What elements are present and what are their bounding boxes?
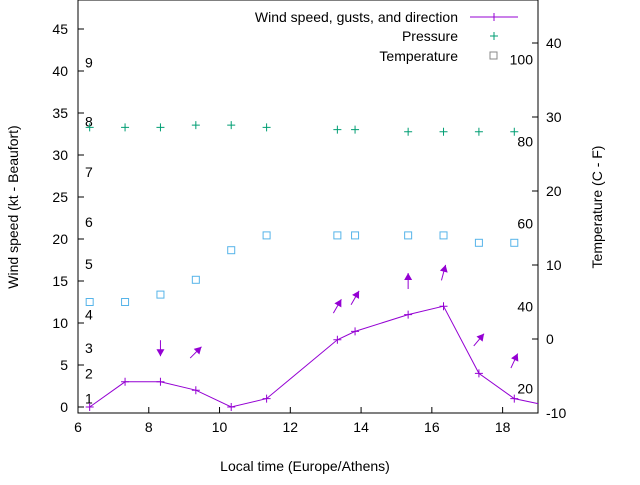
temperature-point (121, 298, 130, 306)
pressure-point (191, 121, 200, 130)
fahrenheit-label: 80 (517, 133, 533, 149)
legend-temperature-sample (489, 51, 498, 60)
x-tick-label: 18 (495, 419, 511, 435)
legend-pressure-sample (490, 32, 498, 40)
pressure-point (156, 123, 165, 132)
gust-arrow-head (476, 333, 485, 342)
y2-tick-label: 0 (546, 331, 554, 347)
fahrenheit-label: 60 (517, 216, 533, 232)
y-tick-label: 25 (52, 189, 68, 205)
pressure-point (439, 127, 448, 136)
pressure-point (474, 127, 483, 136)
gust-arrow-head (156, 349, 165, 357)
beaufort-label: 4 (85, 307, 93, 323)
gust-arrow-head (511, 353, 519, 362)
y-tick-label: 20 (52, 231, 68, 247)
beaufort-label: 9 (85, 55, 93, 71)
pressure-point (510, 127, 519, 136)
fahrenheit-label: 100 (510, 51, 534, 67)
temperature-point (262, 231, 271, 240)
y2-tick-label: 30 (546, 109, 562, 125)
y2-tick-label: -10 (546, 405, 566, 421)
legend-pressure: Pressure (402, 28, 458, 44)
wind-speed-point (191, 386, 200, 395)
temperature-point (85, 298, 94, 306)
wind-speed-point (351, 327, 360, 336)
pressure-point (333, 125, 342, 134)
beaufort-label: 6 (85, 214, 93, 230)
wind-speed-point (404, 310, 413, 319)
y2-tick-label: 10 (546, 257, 562, 273)
plot-frame (77, 0, 539, 414)
wind-speed-point (262, 394, 271, 403)
x-tick-label: 12 (283, 419, 299, 435)
temperature-point (156, 290, 165, 299)
wind-speed-point (439, 302, 448, 311)
gust-arrow-head (193, 346, 202, 355)
pressure-point (351, 125, 360, 134)
y-tick-label: 30 (52, 147, 68, 163)
fahrenheit-label: 40 (517, 298, 533, 314)
y2-axis-label: Temperature (C - F) (589, 146, 605, 269)
pressure-point (227, 121, 236, 130)
beaufort-label: 8 (85, 113, 93, 129)
legend-wind-point (490, 13, 498, 21)
x-tick-label: 16 (424, 419, 440, 435)
temperature-point (191, 275, 200, 284)
fahrenheit-label: 20 (517, 381, 533, 397)
temperature-point (351, 231, 360, 240)
wind-speed-point (227, 403, 236, 411)
wind-speed-point (510, 394, 519, 403)
x-tick-label: 8 (145, 419, 153, 435)
y2-tick-label: 40 (546, 35, 562, 51)
beaufort-label: 5 (85, 256, 93, 272)
y-tick-label: 15 (52, 273, 68, 289)
gust-arrow-head (334, 299, 342, 308)
x-tick-label: 14 (353, 419, 369, 435)
legend: Wind speed, gusts, and direction Pressur… (255, 9, 458, 64)
x-tick-label: 6 (74, 419, 82, 435)
x-tick-label: 10 (212, 419, 228, 435)
wind-speed-point (474, 369, 483, 378)
pressure-point (262, 123, 271, 132)
legend-temperature: Temperature (379, 48, 458, 64)
wind-speed-point (121, 377, 130, 386)
temperature-point (474, 238, 483, 247)
y2-tick-label: 20 (546, 183, 562, 199)
y-axis-label: Wind speed (kt - Beaufort) (5, 125, 21, 288)
y-tick-label: 10 (52, 315, 68, 331)
temperature-point (404, 231, 413, 240)
y-tick-label: 40 (52, 63, 68, 79)
beaufort-label: 2 (85, 365, 93, 381)
pressure-point (121, 123, 130, 132)
wind-speed-point (333, 335, 342, 344)
pressure-point (404, 127, 413, 136)
gust-arrow-head (352, 290, 360, 299)
y-tick-label: 0 (60, 399, 68, 415)
beaufort-label: 3 (85, 340, 93, 356)
y-tick-label: 35 (52, 105, 68, 121)
wind-speed-point (156, 377, 165, 386)
pressure-point (85, 123, 94, 132)
legend-wind: Wind speed, gusts, and direction (255, 9, 458, 25)
temperature-point (510, 238, 519, 247)
temperature-point (439, 231, 448, 240)
temperature-point (227, 246, 236, 255)
x-axis-label: Local time (Europe/Athens) (220, 458, 390, 474)
temperature-point (333, 231, 342, 240)
beaufort-label: 7 (85, 164, 93, 180)
wind-speed-point (85, 403, 94, 411)
y-tick-label: 5 (60, 357, 68, 373)
beaufort-label: 1 (85, 391, 93, 407)
y-tick-label: 45 (52, 21, 68, 37)
wind-speed-line (89, 305, 539, 408)
gust-arrow-head (439, 264, 448, 273)
gust-arrow-head (404, 273, 413, 280)
